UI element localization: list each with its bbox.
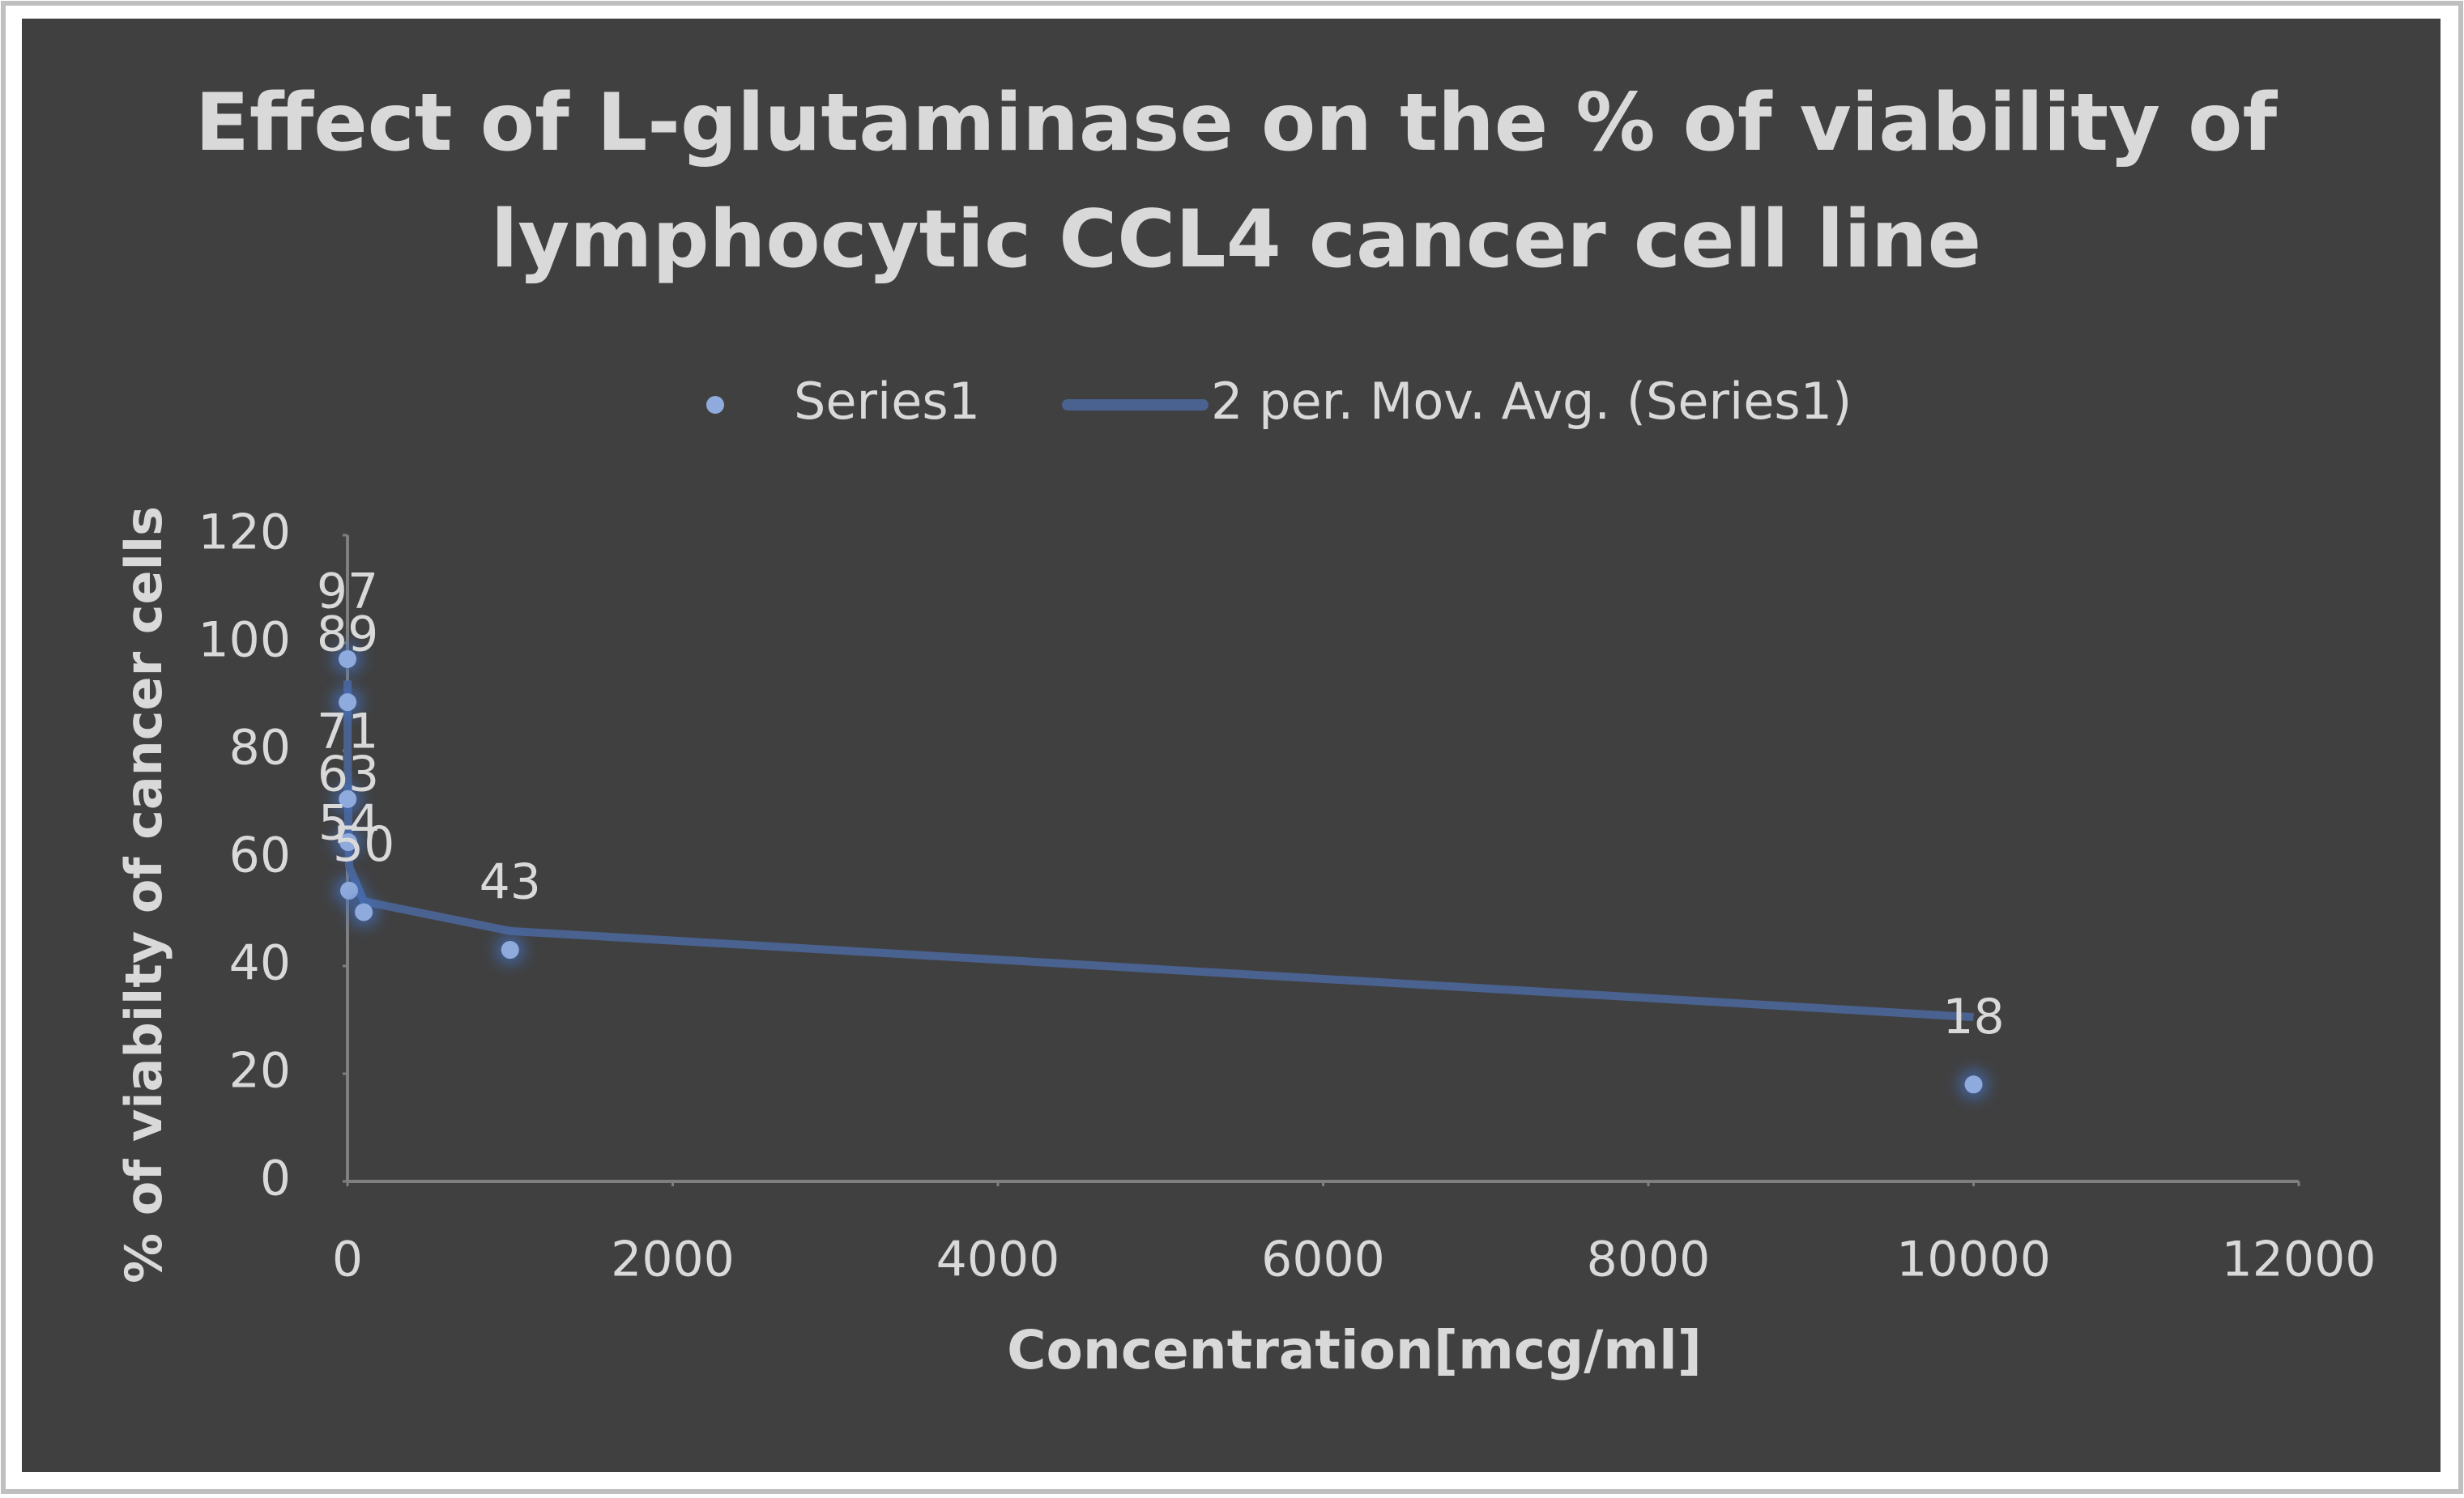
point [340,881,359,900]
chart-title: Effect of L-glutaminase on the % of viab… [195,77,2279,286]
data-label: 50 [333,816,394,873]
x-tick-label: 10000 [1896,1232,2051,1288]
data-label: 18 [1942,989,2004,1045]
data-label: 54 [318,794,380,851]
point [501,941,519,960]
legend-marker [706,396,724,414]
data-label: 71 [317,703,378,760]
title-line: lymphocytic CCL4 cancer cell line [491,194,1981,286]
point [339,693,357,712]
chart-area [22,19,2441,1472]
trendline [343,680,1974,1022]
y-tick-label: 20 [229,1043,291,1100]
point [355,903,373,921]
legend-label: 2 per. Mov. Avg. (Series1) [1211,372,1852,431]
title-line: Effect of L-glutaminase on the % of viab… [195,77,2279,169]
x-tick-label: 8000 [1587,1232,1711,1288]
data-label: 97 [317,564,378,620]
legend: Series1 2 per. Mov. Avg. (Series1) [706,372,1852,431]
y-tick-label: 0 [260,1151,291,1207]
legend-label: Series1 [794,372,980,431]
data-label: 63 [318,747,379,803]
x-tick-label: 0 [332,1232,363,1288]
y-axis-title: % of viabilty of cancer cells [114,506,173,1283]
x-tick-label: 6000 [1261,1232,1385,1288]
data-label: 43 [480,854,541,911]
point [339,789,357,808]
x-axis-title: Concentration[mcg/ml] [1007,1319,1702,1381]
y-tick-label: 120 [198,504,291,561]
data-label: 89 [317,606,378,663]
y-tick-label: 100 [198,612,291,669]
point [1964,1075,1983,1094]
x-tick-label: 2000 [611,1232,735,1288]
x-tick-label: 4000 [936,1232,1060,1288]
point [339,833,358,852]
x-tick-label: 12000 [2222,1232,2377,1288]
y-tick-label: 40 [229,935,291,992]
y-tick-label: 60 [229,828,291,884]
y-tick-label: 80 [229,720,291,777]
point [339,649,357,668]
